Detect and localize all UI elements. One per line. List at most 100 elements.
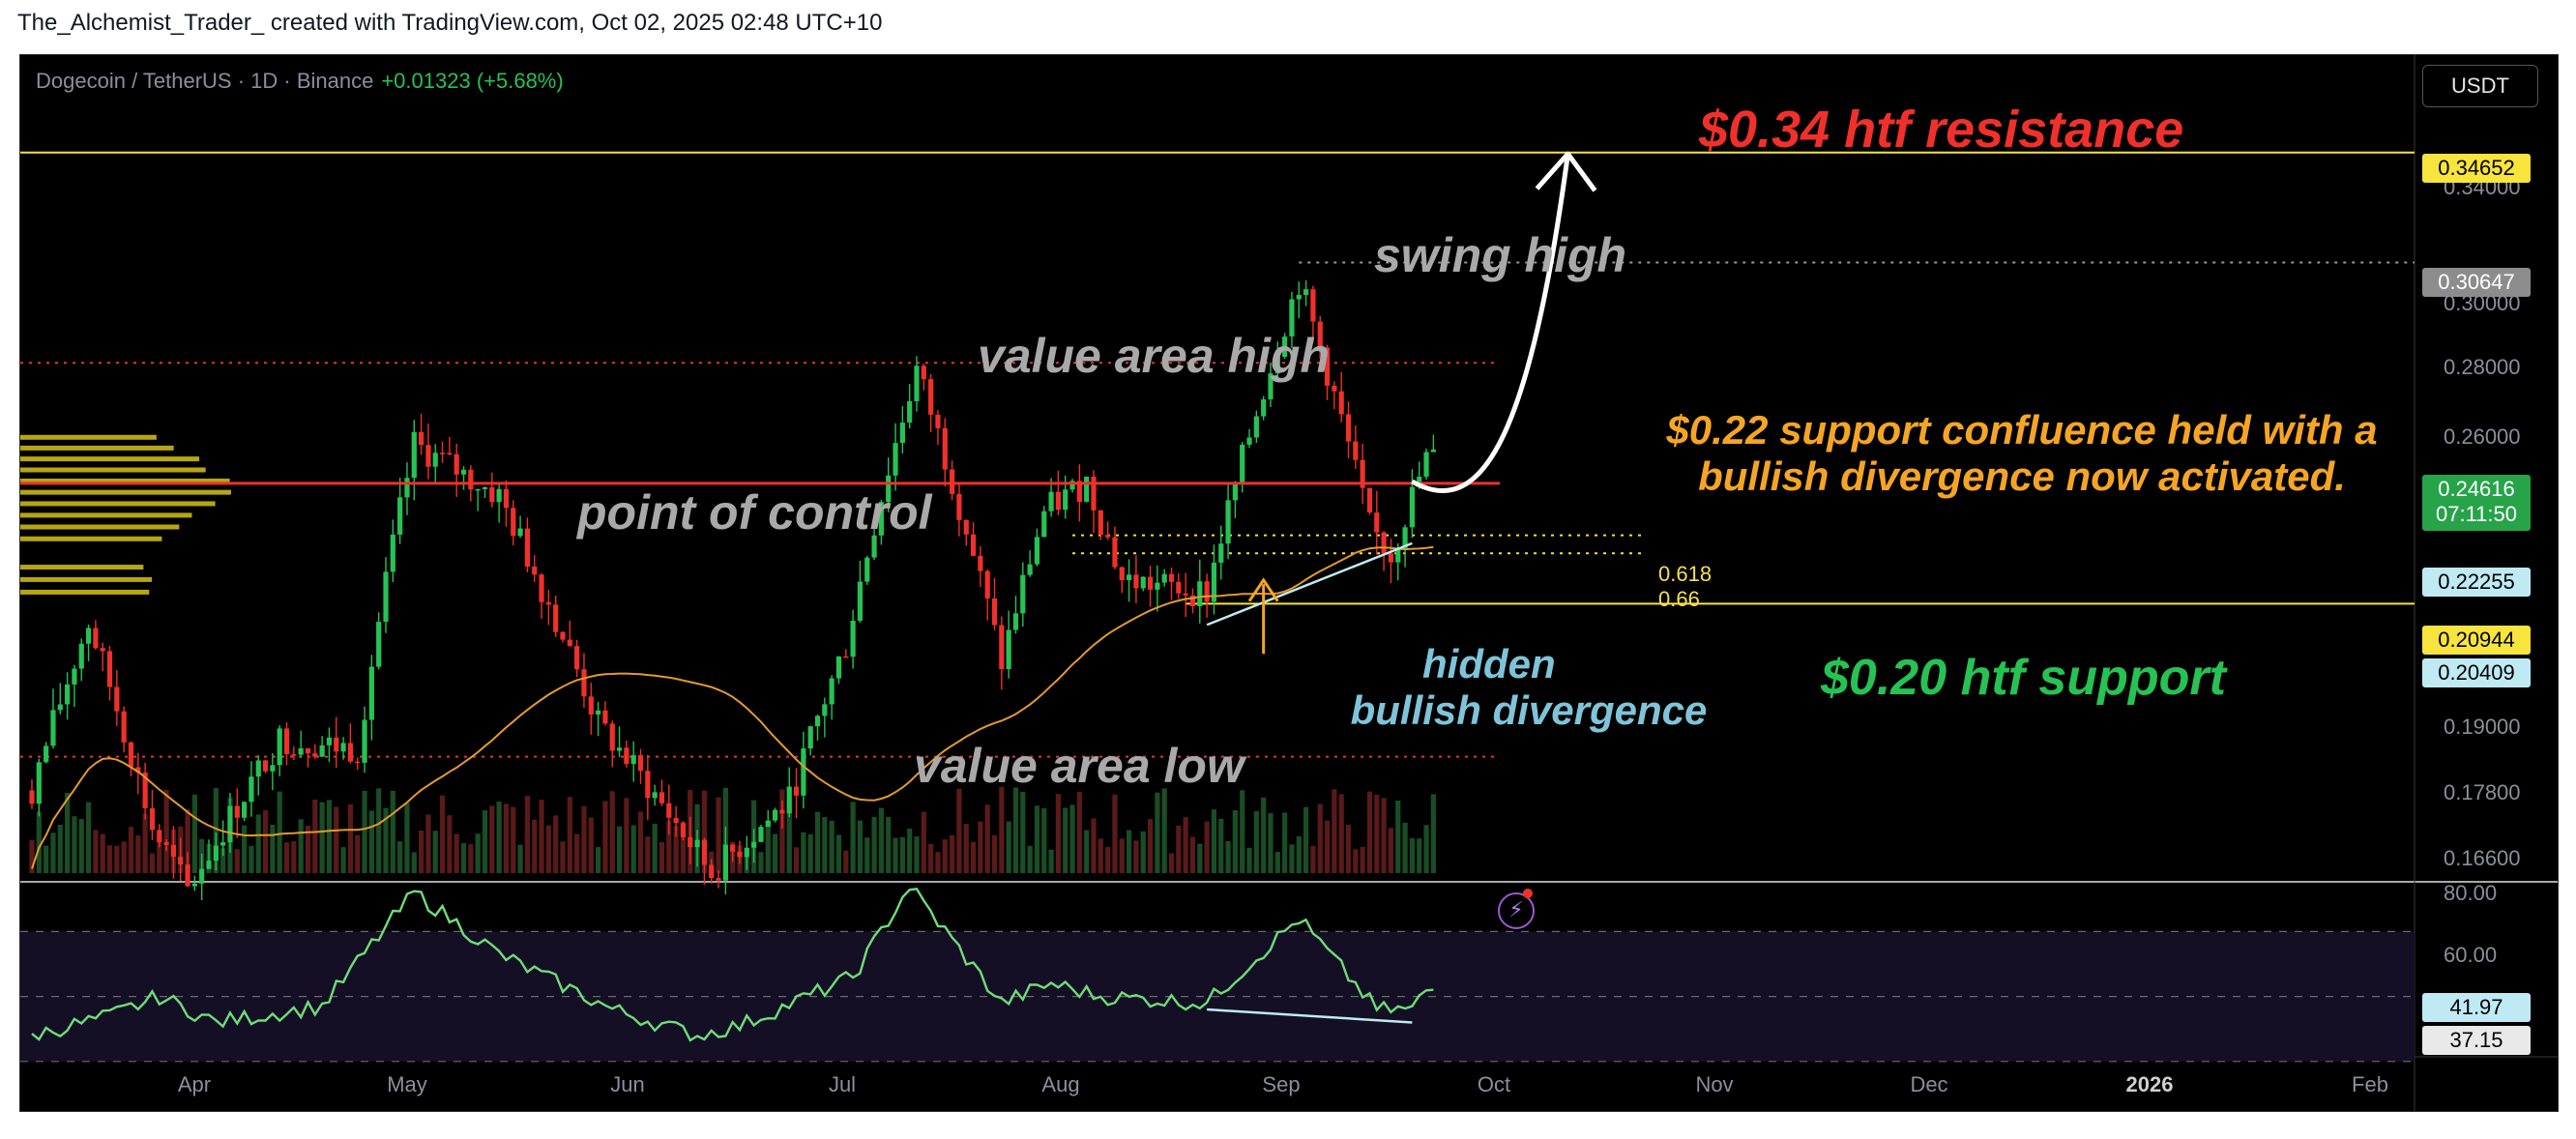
candle-body	[447, 453, 453, 455]
volume-bar	[843, 850, 849, 873]
lightning-icon[interactable]: ⚡	[1498, 892, 1535, 929]
candle-body	[701, 839, 707, 865]
candle-countdown: 07:11:50	[2435, 502, 2517, 526]
volume-bar	[786, 803, 792, 873]
volume-bar	[935, 852, 941, 873]
time-tick: Feb	[2352, 1072, 2388, 1096]
support-price-tag: 0.20944	[2422, 626, 2531, 655]
volume-bar	[121, 841, 127, 873]
candle-body	[1063, 489, 1068, 511]
candle-body	[765, 820, 771, 828]
candle-body	[716, 878, 721, 881]
candle-body	[886, 475, 892, 503]
candle-body	[1317, 321, 1323, 348]
volume-bar	[234, 849, 240, 873]
volume-bar	[468, 844, 474, 873]
candle-body	[305, 747, 311, 754]
support-confluence-annotation: $0.22 support confluence held with a bul…	[1666, 407, 2378, 499]
volume-bar	[1161, 788, 1167, 873]
candle-body	[1338, 391, 1344, 415]
volume-bar	[1296, 835, 1302, 873]
candle-body	[368, 666, 374, 720]
candle-body	[1374, 512, 1380, 533]
candle-body	[1076, 481, 1082, 503]
volume-profile-bar	[20, 456, 200, 462]
volume-bar	[645, 836, 651, 873]
volume-bar	[475, 833, 481, 873]
volume-bar	[334, 806, 339, 873]
candle-body	[149, 807, 156, 831]
candle-body	[773, 809, 778, 821]
volume-bar	[864, 837, 870, 873]
candle-body	[1155, 582, 1160, 590]
time-tick: Sep	[1262, 1072, 1301, 1096]
candle-body	[326, 737, 333, 745]
volume-bar	[326, 800, 333, 873]
candle-body	[355, 761, 361, 764]
volume-bar	[652, 823, 658, 873]
candle-body	[1105, 535, 1111, 538]
candle-body	[1240, 444, 1245, 482]
volume-profile-bar	[20, 576, 153, 582]
volume-bar	[1155, 792, 1160, 873]
volume-bar	[44, 845, 49, 873]
candle-body	[93, 628, 99, 649]
volume-bar	[893, 837, 898, 873]
candle-body	[624, 747, 629, 765]
volume-bar	[596, 847, 601, 873]
candle-body	[1127, 574, 1132, 581]
candle-body	[270, 765, 276, 772]
candle-body	[737, 851, 743, 858]
volume-bar	[242, 825, 248, 873]
candle-body	[100, 648, 105, 652]
candle-body	[588, 696, 594, 715]
candle-body	[319, 745, 325, 757]
candle-body	[1204, 581, 1210, 602]
candle-body	[807, 726, 813, 749]
volume-bar	[928, 844, 934, 873]
candle-body	[1402, 527, 1408, 548]
candle-body	[602, 710, 608, 724]
volume-bar	[1020, 791, 1026, 873]
candle-body	[1176, 581, 1182, 594]
candle-body	[963, 519, 969, 535]
candle-body	[503, 488, 510, 509]
volume-bar	[1211, 809, 1217, 873]
volume-bar	[191, 794, 197, 873]
candle-body	[991, 599, 998, 626]
candle-body	[1091, 476, 1097, 511]
candle-body	[779, 809, 785, 814]
volume-bar	[659, 841, 665, 873]
volume-bar	[1268, 812, 1273, 873]
candle-body	[956, 493, 962, 520]
bullish-divergence-annotation: bullish divergence	[1350, 687, 1708, 733]
volume-bar	[1253, 811, 1259, 873]
candle-body	[1381, 532, 1387, 554]
candle-body	[864, 557, 870, 582]
time-tick: Aug	[1041, 1072, 1080, 1096]
candle-body	[72, 668, 77, 685]
volume-bar	[1218, 818, 1224, 873]
volume-bar	[220, 848, 226, 873]
candle-body	[1430, 449, 1436, 453]
volume-bar	[1324, 820, 1331, 873]
price-chart[interactable]	[20, 55, 2558, 1111]
volume-bar	[93, 830, 99, 873]
volume-bar	[1240, 790, 1245, 873]
volume-bar	[355, 834, 361, 873]
candle-body	[730, 844, 736, 852]
volume-bar	[78, 818, 84, 873]
volume-profile-bar	[20, 524, 180, 530]
volume-bar	[886, 816, 892, 873]
candle-body	[857, 581, 864, 622]
volume-bar	[716, 797, 721, 873]
volume-bar	[106, 845, 113, 873]
last-price-tag: 0.24616 07:11:50	[2422, 475, 2531, 531]
volume-profile-bar	[20, 445, 174, 451]
volume-bar	[637, 811, 644, 873]
price-tick: 0.16600	[2444, 846, 2521, 870]
currency-button[interactable]: USDT	[2422, 65, 2538, 107]
candle-body	[652, 792, 658, 799]
candle-body	[1345, 414, 1352, 442]
volume-bar	[1332, 789, 1337, 873]
